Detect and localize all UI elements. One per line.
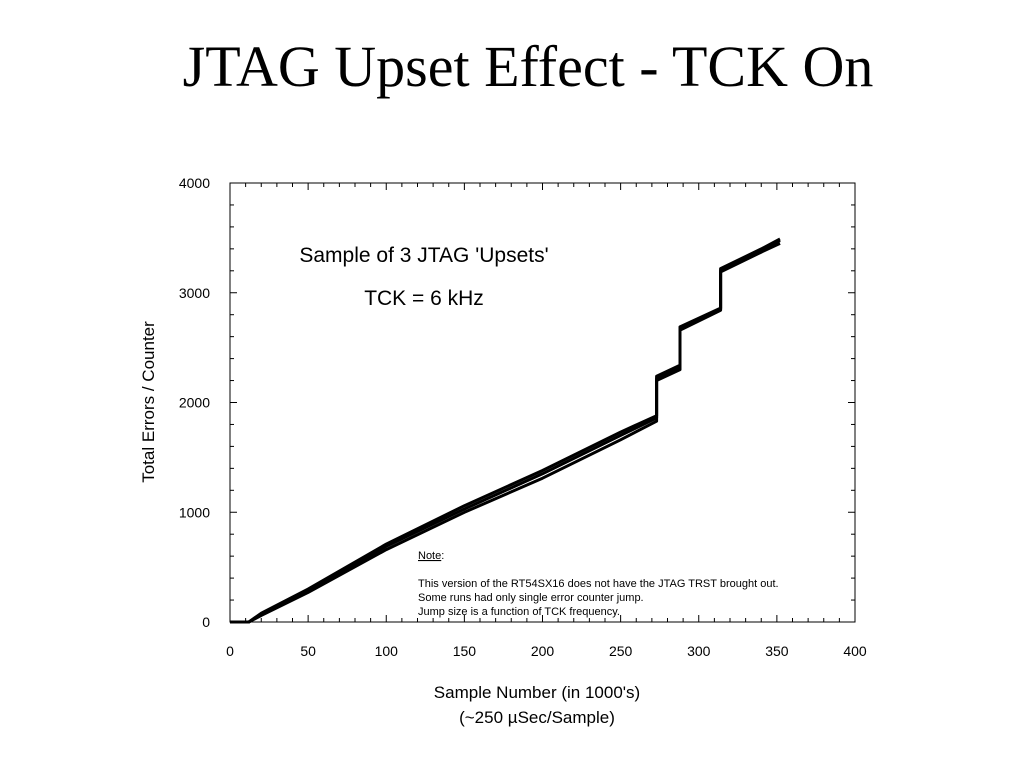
series-line-2: [230, 242, 781, 624]
y-tick-label: 1000: [179, 504, 210, 520]
note-line-3: Jump size is a function of TCK frequency…: [418, 606, 620, 618]
y-tick-label: 0: [202, 614, 210, 630]
note-box: Note: This version of the RT54SX16 does …: [418, 550, 779, 618]
y-axis: 0 1000 2000 3000 4000: [179, 175, 855, 630]
annotation-heading: Sample of 3 JTAG 'Upsets': [299, 244, 548, 267]
x-axis-label: Sample Number (in 1000's): [434, 683, 640, 702]
y-tick-label: 3000: [179, 285, 210, 301]
x-tick-label: 0: [226, 643, 234, 659]
x-tick-label: 50: [300, 643, 316, 659]
x-tick-label: 100: [375, 643, 399, 659]
x-tick-label: 250: [609, 643, 633, 659]
note-label: Note: [418, 550, 441, 562]
note-line-2: Some runs had only single error counter …: [418, 592, 644, 604]
y-tick-label: 4000: [179, 175, 210, 191]
y-tick-label: 2000: [179, 395, 210, 411]
x-tick-label: 200: [531, 643, 555, 659]
series-line-1: [230, 237, 781, 624]
x-axis-sublabel: (~250 µSec/Sample): [459, 708, 615, 727]
x-tick-label: 350: [765, 643, 789, 659]
svg-text:Note:: Note:: [418, 550, 444, 562]
x-axis: 0 50 100 150 200 250 300 350 400: [226, 183, 867, 659]
y-axis-label: Total Errors / Counter: [139, 321, 158, 483]
x-tick-label: 400: [843, 643, 867, 659]
note-line-1: This version of the RT54SX16 does not ha…: [418, 578, 779, 590]
x-tick-label: 300: [687, 643, 711, 659]
slide-title: JTAG Upset Effect - TCK On: [182, 34, 874, 99]
annotation-subheading: TCK = 6 kHz: [364, 287, 484, 310]
series-group: [230, 237, 781, 624]
note-colon: :: [441, 550, 444, 562]
x-tick-label: 150: [453, 643, 477, 659]
series-line-3: [230, 239, 781, 624]
